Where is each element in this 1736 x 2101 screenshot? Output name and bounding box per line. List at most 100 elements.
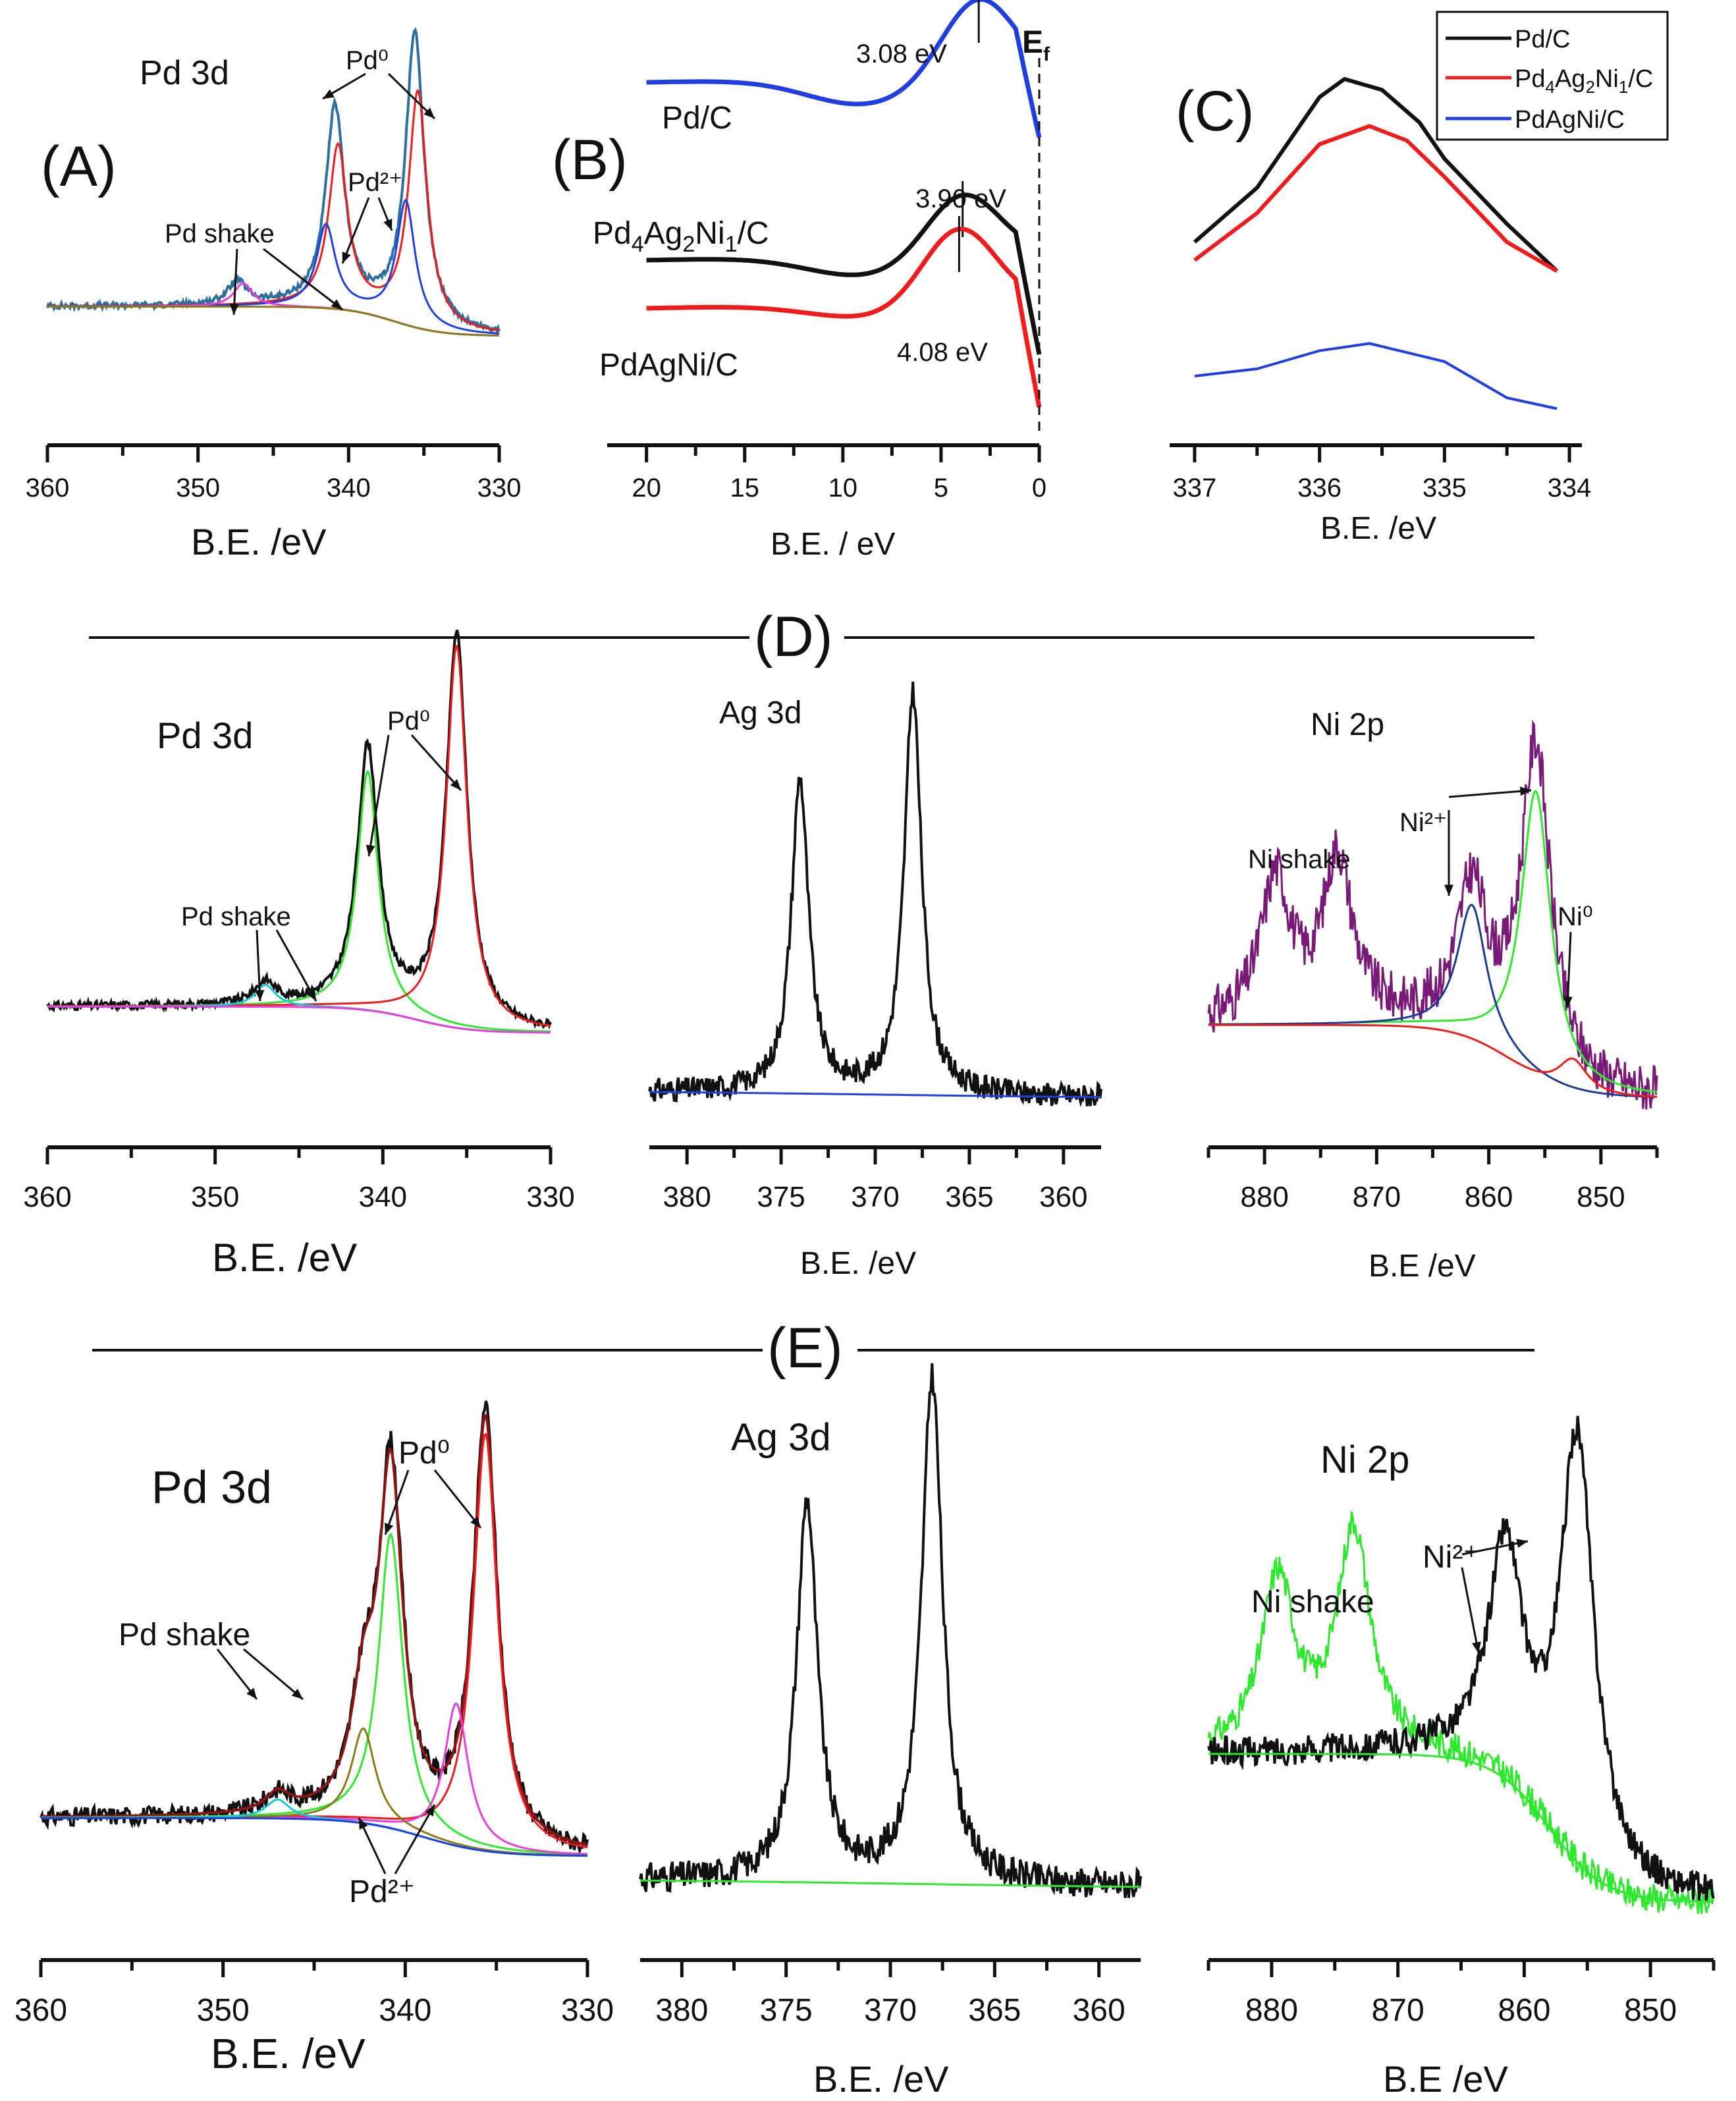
x-tick-label-D2: 360 xyxy=(1039,1181,1087,1213)
arrow-d1-shake-2-head xyxy=(306,989,316,1001)
panel-label-c: (C) xyxy=(1176,80,1254,143)
arrow-d1-pd0-2 xyxy=(410,734,462,791)
arrow-a-shake-2 xyxy=(263,248,343,311)
arrow-e3-ni2-2 xyxy=(1461,1567,1480,1654)
x-tick-label-D1: 330 xyxy=(526,1181,574,1213)
panel-e1-pd0-label: Pd⁰ xyxy=(398,1436,450,1471)
arrow-d3-ni2-1 xyxy=(1448,789,1532,798)
panel-e3-xlabel: B.E /eV xyxy=(1383,2058,1509,2100)
arrow-e3-ni2-1 xyxy=(1461,1540,1529,1556)
panel-label-d: (D) xyxy=(754,605,832,668)
panel-b-fermi-label: Ef xyxy=(1022,25,1050,65)
panel-e2-xlabel: B.E. /eV xyxy=(813,2058,949,2100)
x-tick-label-E3: 860 xyxy=(1498,1993,1550,2028)
x-tick-label-A: 340 xyxy=(327,474,371,503)
panel-e1-title: Pd 3d xyxy=(151,1461,272,1513)
x-tick-label-E1: 330 xyxy=(561,1993,614,2028)
spectrum-c-pd-c xyxy=(1193,77,1559,273)
panel-e3-ni2-label: Ni²⁺ xyxy=(1423,1540,1480,1575)
arrow-a-shake-1-head xyxy=(229,304,239,315)
spectrum-E3-background xyxy=(1208,1753,1714,1903)
arrow-d3-ni2-1-head xyxy=(1519,786,1531,796)
arrow-e3-ni2-2-head xyxy=(1471,1641,1481,1653)
panel-e1-xlabel: B.E. /eV xyxy=(211,2030,366,2077)
spectrum-E2-experimental xyxy=(639,1363,1142,1898)
arrow-d1-pd0-1-head xyxy=(366,844,375,856)
arrow-d3-ni2-2-head xyxy=(1444,885,1454,896)
panel-e1-pd2-label: Pd²⁺ xyxy=(349,1874,415,1909)
panel-d1-xlabel: B.E. /eV xyxy=(212,1236,357,1280)
arrow-a-pd0-1-head xyxy=(323,89,335,99)
spectrum-D2-experimental xyxy=(648,682,1102,1108)
spectrum-D3-satellite-fit xyxy=(1208,904,1658,1098)
arrow-d3-ni0 xyxy=(1566,931,1572,1008)
spectrum-E2-background xyxy=(640,1879,1141,1888)
x-tick-label-C: 335 xyxy=(1423,474,1467,503)
x-tick-label-A: 330 xyxy=(477,474,522,503)
panel-d2-title: Ag 3d xyxy=(719,696,801,730)
arrow-d3-ni0-head xyxy=(1563,996,1573,1008)
panel-a-title: Pd 3d xyxy=(140,54,229,92)
x-tick-label-E1: 360 xyxy=(14,1993,67,2028)
arrow-d1-shake-1 xyxy=(256,929,261,1002)
x-tick-label-E2: 365 xyxy=(968,1993,1021,2028)
panel-d1-shake-label: Pd shake xyxy=(181,902,291,931)
legend-label-pd4: Pd4Ag2Ni1/C xyxy=(1515,65,1653,97)
arrow-e1-pd0-2-head xyxy=(470,1516,481,1528)
spectrum-E1-pd-fit xyxy=(41,1702,588,1855)
x-tick-label-E3: 880 xyxy=(1245,1993,1298,2028)
spectrum-A-background xyxy=(47,306,499,337)
arrow-e1-pd0-2 xyxy=(433,1469,482,1529)
arrow-e1-pd2-2 xyxy=(394,1804,436,1874)
x-tick-label-D3: 850 xyxy=(1577,1181,1625,1213)
legend-label-pdc: Pd/C xyxy=(1515,26,1570,53)
x-tick-label-D3: 880 xyxy=(1240,1181,1288,1213)
panel-c-legend: Pd/C Pd4Ag2Ni1/C PdAgNi/C xyxy=(1436,11,1669,141)
arrow-a-pd2-1-head xyxy=(342,252,351,263)
spectrum-E3-satellite-region xyxy=(1207,1511,1715,1914)
arrow-e1-pd2-2-head xyxy=(425,1805,435,1816)
x-tick-label-E1: 350 xyxy=(197,1993,250,2028)
panel-d1-title: Pd 3d xyxy=(157,715,253,756)
arrow-d1-shake-1-head xyxy=(255,990,265,1001)
panel-b-center-label-pd4: 3.90 eV xyxy=(915,184,1006,213)
panel-b-pdc-label: Pd/C xyxy=(662,101,732,136)
x-tick-label-D1: 340 xyxy=(359,1181,407,1213)
arrow-e3-ni2-1-head xyxy=(1516,1539,1528,1548)
panel-b-center-label-pdagni: 4.08 eV xyxy=(897,338,988,367)
x-tick-label-E2: 360 xyxy=(1073,1993,1126,2028)
spectrum-D3-experimental xyxy=(1207,719,1658,1110)
x-tick-label-E2: 375 xyxy=(760,1993,813,2028)
spectrum-D3-ni-fit xyxy=(1208,1023,1657,1098)
spectrum-E1-shake xyxy=(41,1798,588,1857)
x-tick-label-E1: 340 xyxy=(379,1993,431,2028)
arrow-e1-shake-2 xyxy=(243,1648,304,1701)
spectrum-b-pd-c xyxy=(646,0,1042,138)
arrow-e1-shake-2-head xyxy=(291,1688,303,1699)
arrow-a-pd0-2-head xyxy=(423,107,435,119)
panel-d3-ni2-label: Ni²⁺ xyxy=(1399,808,1447,837)
x-tick-label-A: 350 xyxy=(176,474,220,503)
panel-label-e: (E) xyxy=(767,1317,843,1380)
arrow-d1-pd0-2-head xyxy=(450,778,461,790)
panel-c-xlabel: B.E. /eV xyxy=(1320,511,1436,546)
x-tick-label-C: 337 xyxy=(1173,474,1217,503)
spectrum-b-pdagni-c xyxy=(646,227,1042,408)
x-tick-label-E3: 870 xyxy=(1372,1993,1424,2028)
panel-a-pd2-label: Pd²⁺ xyxy=(348,168,402,197)
x-tick-label-B: 15 xyxy=(730,474,759,503)
spectrum-c-pdagni-c xyxy=(1194,342,1558,410)
x-tick-label-D3: 860 xyxy=(1465,1181,1513,1213)
panel-label-a: (A) xyxy=(41,135,117,198)
x-tick-label-D1: 360 xyxy=(23,1181,71,1213)
panel-b-xlabel: B.E. / eV xyxy=(771,527,895,562)
arrow-d1-pd0-1 xyxy=(367,734,390,857)
panel-label-b: (B) xyxy=(552,128,628,192)
x-tick-label-C: 336 xyxy=(1297,474,1342,503)
x-tick-label-B: 20 xyxy=(632,474,661,503)
panel-a-pd0-label: Pd⁰ xyxy=(346,46,389,75)
x-tick-label-E2: 370 xyxy=(864,1993,917,2028)
panel-e3-title: Ni 2p xyxy=(1320,1438,1409,1481)
x-tick-label-E3: 850 xyxy=(1624,1993,1677,2028)
